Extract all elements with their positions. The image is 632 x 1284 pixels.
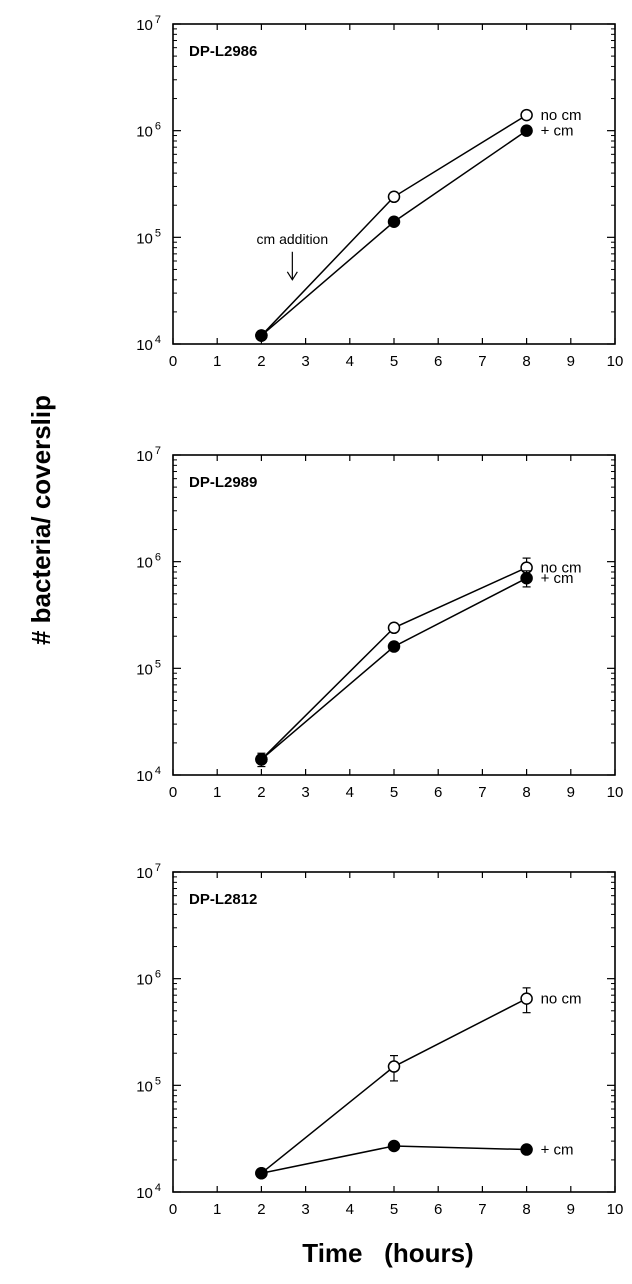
panel-1-x-tick-label: 5 bbox=[390, 353, 398, 370]
panel-3-series-plus-cm-point bbox=[387, 1139, 401, 1153]
x-axis-label: Time (hours) bbox=[302, 1238, 473, 1268]
panel-3-x-tick-label: 2 bbox=[257, 1201, 265, 1218]
panel-1-x-tick-label: 3 bbox=[301, 353, 309, 370]
panel-2-y-tick-label: 10 6 bbox=[136, 552, 161, 572]
panel-1-series-plus-cm-point bbox=[255, 329, 268, 342]
panel-2-x-tick-label: 10 bbox=[607, 784, 624, 801]
panel-2-x-tick-label: 8 bbox=[522, 784, 530, 801]
panel-3-x-tick-label: 6 bbox=[434, 1201, 442, 1218]
panel-1-annotation-arrowhead bbox=[286, 271, 298, 281]
panel-3-x-tick-label: 0 bbox=[169, 1201, 177, 1218]
panel-1-x-tick-label: 2 bbox=[257, 353, 265, 370]
panel-3-series-no-cm-label: no cm bbox=[541, 991, 582, 1008]
panel-2-series-plus-cm-label: + cm bbox=[541, 570, 574, 587]
panel-1-y-tick-label: 10 4 bbox=[136, 334, 161, 354]
panel-3-x-tick-label: 10 bbox=[607, 1201, 624, 1218]
panel-3-series-plus-cm-point bbox=[520, 1143, 533, 1156]
panel-3-series-no-cm-point bbox=[387, 1060, 401, 1073]
panel-3-y-tick-label: 10 5 bbox=[136, 1075, 161, 1095]
panel-2-series-no-cm-label: no cm bbox=[541, 560, 582, 577]
panel-2-x-tick-label: 4 bbox=[346, 784, 354, 801]
panel-2-frame bbox=[172, 454, 616, 776]
panel-2-series-no-cm-point bbox=[387, 621, 401, 635]
panel-2-x-tick-label: 9 bbox=[567, 784, 575, 801]
panel-1-y-tick-label: 10 5 bbox=[136, 227, 161, 247]
panel-2-y-tick-label: 10 4 bbox=[136, 765, 161, 785]
panel-1-x-tick-label: 4 bbox=[346, 353, 354, 370]
panel-3-x-tick-label: 3 bbox=[301, 1201, 309, 1218]
panel-1-x-tick-label: 6 bbox=[434, 353, 442, 370]
panel-2-x-tick-label: 6 bbox=[434, 784, 442, 801]
panel-2-x-tick-label: 5 bbox=[390, 784, 398, 801]
panel-1-frame bbox=[172, 23, 616, 345]
panel-1-series-no-cm-point bbox=[520, 108, 533, 122]
panel-3-series-plus-cm-label: + cm bbox=[541, 1142, 574, 1159]
panel-3-x-tick-label: 9 bbox=[567, 1201, 575, 1218]
panel-1-series-plus-cm-label: + cm bbox=[541, 123, 574, 140]
panel-1-series-no-cm-point bbox=[387, 190, 401, 204]
panel-3-x-tick-label: 1 bbox=[213, 1201, 221, 1218]
panel-2-x-tick-label: 7 bbox=[478, 784, 486, 801]
panel-2-series-plus-cm-line bbox=[260, 577, 527, 760]
panel-1-y-tick-label: 10 6 bbox=[136, 121, 161, 141]
panel-3-y-tick-label: 10 4 bbox=[136, 1182, 161, 1202]
panel-1-x-tick-label: 8 bbox=[522, 353, 530, 370]
panel-1-series-plus-cm-point bbox=[520, 124, 533, 137]
panel-3-series-no-cm-point bbox=[520, 992, 533, 1005]
panel-1-x-tick-label: 10 bbox=[607, 353, 624, 370]
panel-2-title: DP-L2989 bbox=[189, 474, 257, 491]
panel-2-y-tick-label: 10 5 bbox=[136, 658, 161, 678]
panel-2-series-plus-cm-point bbox=[387, 640, 401, 653]
panel-2-series-plus-cm-point bbox=[520, 571, 533, 585]
panel-1-title: DP-L2986 bbox=[189, 43, 257, 60]
panel-1-x-tick-label: 1 bbox=[213, 353, 221, 370]
panel-1-annotation-label: cm addition bbox=[257, 231, 329, 247]
panel-2-x-tick-label: 0 bbox=[169, 784, 177, 801]
panel-2-y-tick-label: 10 7 bbox=[136, 445, 161, 465]
panel-3-x-tick-label: 5 bbox=[390, 1201, 398, 1218]
panel-1-series-no-cm-label: no cm bbox=[541, 107, 582, 124]
panel-2-series-plus-cm-point bbox=[255, 753, 268, 766]
panel-2-x-tick-label: 3 bbox=[301, 784, 309, 801]
panel-3-x-tick-label: 8 bbox=[522, 1201, 530, 1218]
panel-3-y-tick-label: 10 7 bbox=[136, 862, 161, 882]
y-axis-label: # bacteria/ coverslip bbox=[26, 395, 56, 645]
panel-2-series-no-cm-line bbox=[260, 566, 527, 760]
panel-3-title: DP-L2812 bbox=[189, 891, 257, 908]
panel-1-y-tick-label: 10 7 bbox=[136, 14, 161, 34]
panel-3-x-tick-label: 4 bbox=[346, 1201, 354, 1218]
panel-1-x-tick-label: 0 bbox=[169, 353, 177, 370]
panel-3-x-tick-label: 7 bbox=[478, 1201, 486, 1218]
panel-2-x-tick-label: 2 bbox=[257, 784, 265, 801]
panel-1-x-tick-label: 9 bbox=[567, 353, 575, 370]
panel-3-y-tick-label: 10 6 bbox=[136, 969, 161, 989]
panel-1-x-tick-label: 7 bbox=[478, 353, 486, 370]
panel-2-x-tick-label: 1 bbox=[213, 784, 221, 801]
panel-3-series-plus-cm-point bbox=[255, 1166, 268, 1180]
panel-1-series-plus-cm-point bbox=[387, 215, 401, 228]
